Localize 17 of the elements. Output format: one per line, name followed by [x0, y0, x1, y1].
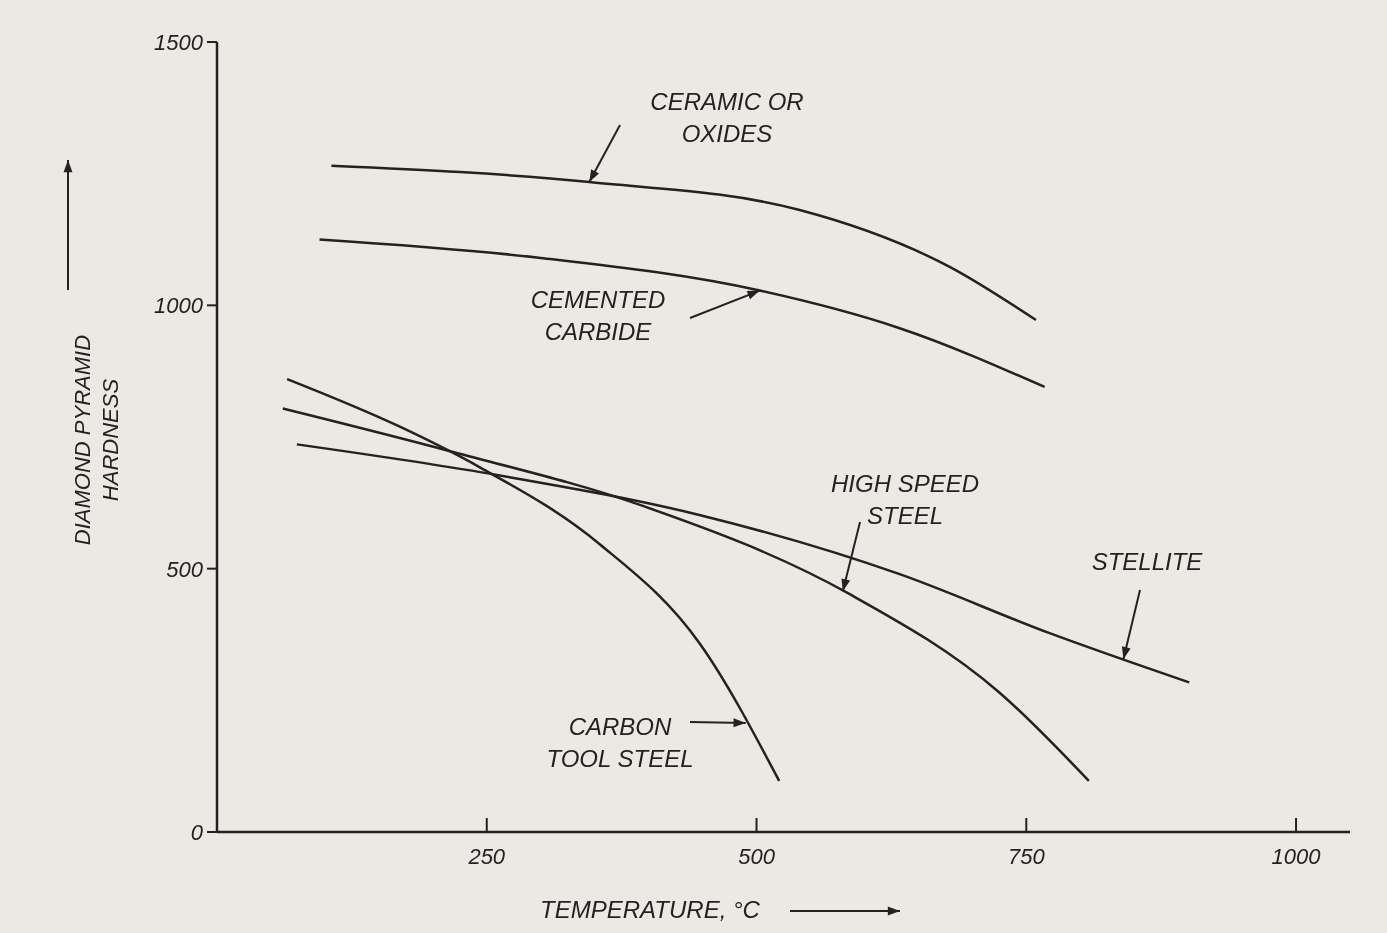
annotation: HIGH SPEED STEEL — [830, 470, 980, 529]
line-series — [330, 164, 1038, 322]
annotation: CEMENTED CARBIDE — [530, 286, 666, 345]
annotation: STELLITE — [1091, 548, 1204, 575]
x-tick-label: 500 — [738, 844, 776, 869]
x-tick-label: 750 — [1007, 844, 1046, 869]
line-series — [318, 238, 1046, 389]
y-axis-title: DIAMOND PYRAMID HARDNESS — [70, 334, 123, 546]
y-tick-label: 1000 — [154, 293, 204, 319]
x-tick-label: 250 — [467, 844, 506, 869]
annotation: CARBON TOOL STEEL — [546, 713, 694, 772]
annotation: CERAMIC OR OXIDES — [650, 88, 804, 147]
x-tick-label: 1000 — [1271, 844, 1322, 869]
y-tick-label: 1500 — [154, 30, 204, 55]
y-tick-label: 500 — [166, 556, 204, 582]
y-tick-label: 0 — [190, 820, 204, 845]
x-axis-title: TEMPERATURE, °C — [540, 896, 761, 923]
